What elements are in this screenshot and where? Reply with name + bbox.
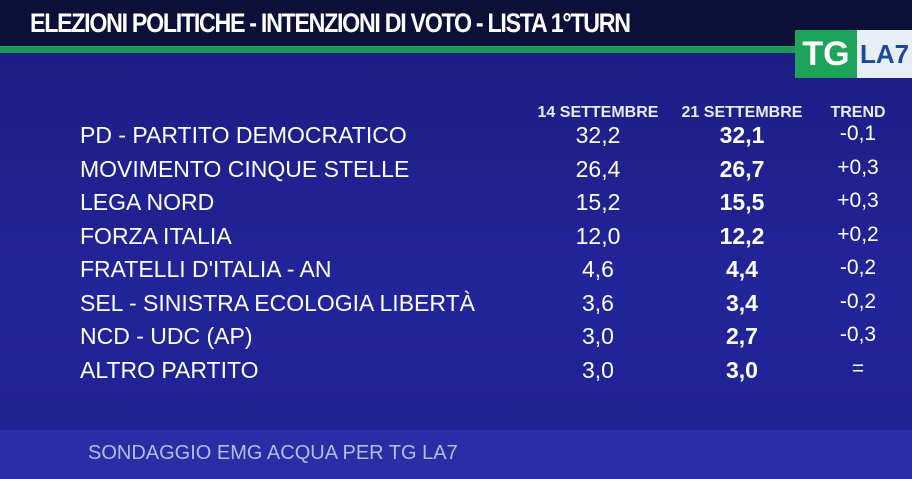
- logo: TG: [795, 30, 857, 78]
- party-name: MOVIMENTO CINQUE STELLE: [80, 155, 410, 182]
- cell-value: -0,2: [839, 256, 877, 279]
- title: ELEZIONI POLITICHE - INTENZIONI DI VOTO …: [30, 8, 631, 38]
- cell-value: 26,7: [719, 155, 765, 182]
- cell-value: =: [851, 356, 865, 380]
- cell-value: 32,2: [575, 122, 621, 148]
- column-header: 14 SETTEMBRE: [537, 104, 659, 121]
- cell-value: -0,1: [839, 122, 877, 145]
- source: SONDAGGIO EMG ACQUA PER TG LA7: [88, 442, 458, 464]
- party-name: SEL - SINISTRA ECOLOGIA LIBERTÀ: [80, 289, 475, 316]
- party-name: NCD - UDC (AP): [80, 323, 253, 349]
- cell-value: 3,0: [582, 356, 614, 383]
- cell-value: 15,2: [575, 189, 621, 215]
- party-name: FORZA ITALIA: [80, 222, 232, 249]
- cell-value: +0,2: [837, 222, 879, 246]
- cell-value: +0,3: [837, 189, 879, 212]
- column-header: TREND: [830, 104, 886, 121]
- cell-value: -0,3: [839, 323, 877, 346]
- cell-value: 4,6: [582, 256, 614, 282]
- party-name: ALTRO PARTITO: [80, 356, 259, 383]
- party-name: PD - PARTITO DEMOCRATICO: [80, 122, 407, 148]
- cell-value: +0,3: [837, 155, 879, 179]
- cell-value: -0,2: [839, 289, 877, 313]
- logo-sub: LA7: [857, 30, 912, 78]
- cell-value: 3,4: [726, 289, 758, 316]
- column-header: 21 SETTEMBRE: [681, 104, 803, 121]
- cell-value: 15,5: [719, 189, 765, 215]
- cell-value: 4,4: [726, 256, 758, 282]
- party-name: LEGA NORD: [80, 189, 215, 215]
- cell-value: 32,1: [719, 122, 765, 148]
- cell-value: 12,2: [719, 222, 765, 249]
- cell-value: 2,7: [726, 323, 758, 349]
- footer: SONDAGGIO EMG ACQUA PER TG LA7: [0, 430, 912, 479]
- cell-value: 12,0: [575, 222, 621, 249]
- cell-value: 3,0: [726, 356, 758, 383]
- cell-value: 3,0: [582, 323, 614, 349]
- cell-value: 26,4: [575, 155, 621, 182]
- party-name: FRATELLI D'ITALIA - AN: [80, 256, 332, 282]
- cell-value: 3,6: [582, 289, 614, 316]
- top-bar: ELEZIONI POLITICHE - INTENZIONI DI VOTO …: [0, 0, 912, 46]
- green-line: [0, 46, 912, 53]
